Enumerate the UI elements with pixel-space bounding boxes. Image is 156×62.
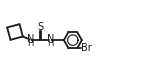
Text: N: N bbox=[47, 34, 54, 44]
Text: H: H bbox=[27, 39, 34, 48]
Text: S: S bbox=[37, 22, 44, 32]
Text: N: N bbox=[27, 34, 34, 44]
Text: H: H bbox=[47, 39, 54, 48]
Text: Br: Br bbox=[81, 43, 92, 53]
